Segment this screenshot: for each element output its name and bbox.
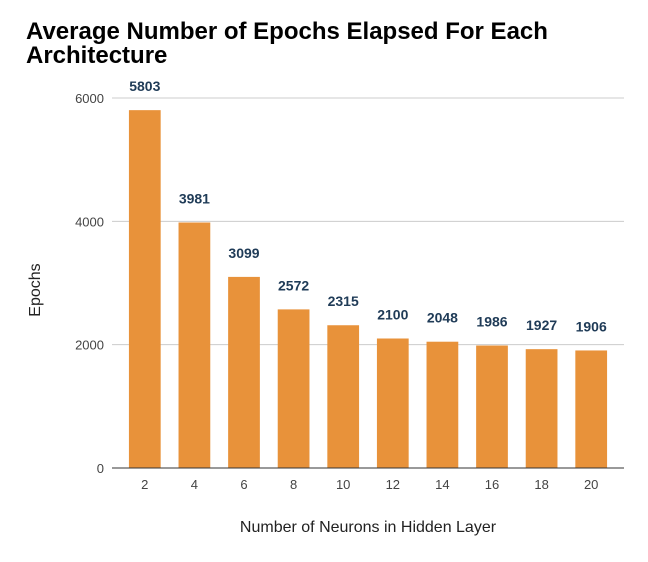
bar [426,341,459,468]
x-tick-label: 14 [435,477,449,492]
data-label: 2048 [427,310,458,326]
y-tick-labels: 0 2000 4000 6000 [75,91,104,476]
data-label: 2572 [278,277,309,293]
data-label: 2315 [328,293,359,309]
x-tick-label: 4 [191,477,198,492]
data-label: 3981 [179,191,210,207]
data-label: 2100 [377,307,408,323]
y-tick-label: 6000 [75,91,104,106]
bar [476,345,508,468]
data-label: 1906 [576,318,607,334]
x-tick-label: 18 [534,477,548,492]
x-tick-label: 12 [386,477,400,492]
x-tick-label: 10 [336,477,350,492]
bar [376,338,409,468]
x-tick-label: 6 [240,477,247,492]
bar [128,110,161,469]
y-axis-title: Epochs [27,263,44,316]
x-tick-label: 8 [290,477,297,492]
x-tick-label: 20 [584,477,598,492]
y-tick-label: 4000 [75,214,104,229]
bar [525,349,558,468]
x-tick-labels: 2 4 6 8 10 12 14 16 18 20 [141,477,598,492]
chart-title: Average Number of Epochs Elapsed For Eac… [26,18,548,69]
x-tick-label: 2 [141,477,148,492]
data-label: 3099 [228,245,259,261]
y-tick-label: 2000 [75,338,104,353]
bar [178,222,211,468]
data-label: 1927 [526,317,557,333]
bar [327,325,360,468]
data-label: 1986 [476,314,507,330]
bar [277,309,310,468]
bar [575,350,608,468]
bar [228,276,260,468]
data-labels: 5803 3981 3099 2572 2315 2100 2048 1986 1927 1906 [129,78,607,334]
y-tick-label: 0 [97,461,104,476]
data-label: 5803 [129,78,160,94]
bars [128,110,608,469]
x-axis-title: Number of Neurons in Hidden Layer [240,519,497,536]
x-tick-label: 16 [485,477,499,492]
